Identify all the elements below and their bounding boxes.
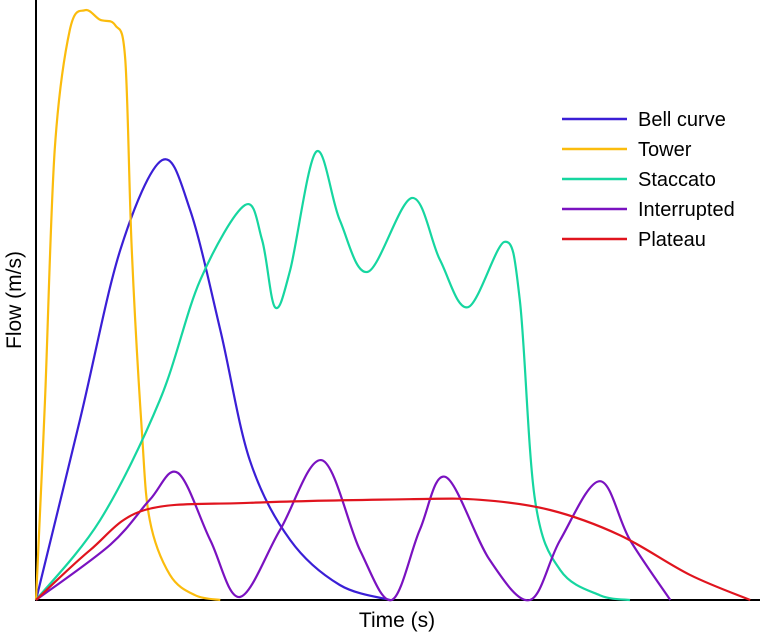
legend-label-staccato: Staccato [638,169,716,191]
legend-label-interrupted: Interrupted [638,199,735,221]
legend-label-tower: Tower [638,139,692,161]
legend: Bell curve Tower Staccato Interrupted Platea… [562,109,735,251]
series-line-interrupted [35,459,672,602]
legend-label-plateau: Plateau [638,229,706,251]
series-line-bell-curve [34,158,391,602]
y-axis-label: Flow (m/s) [3,251,26,349]
series-line-staccato [35,150,631,602]
x-axis-label: Time (s) [359,609,435,632]
legend-label-bell-curve: Bell curve [638,109,726,131]
series-line-plateau [35,497,751,602]
series-line-tower [34,8,221,602]
